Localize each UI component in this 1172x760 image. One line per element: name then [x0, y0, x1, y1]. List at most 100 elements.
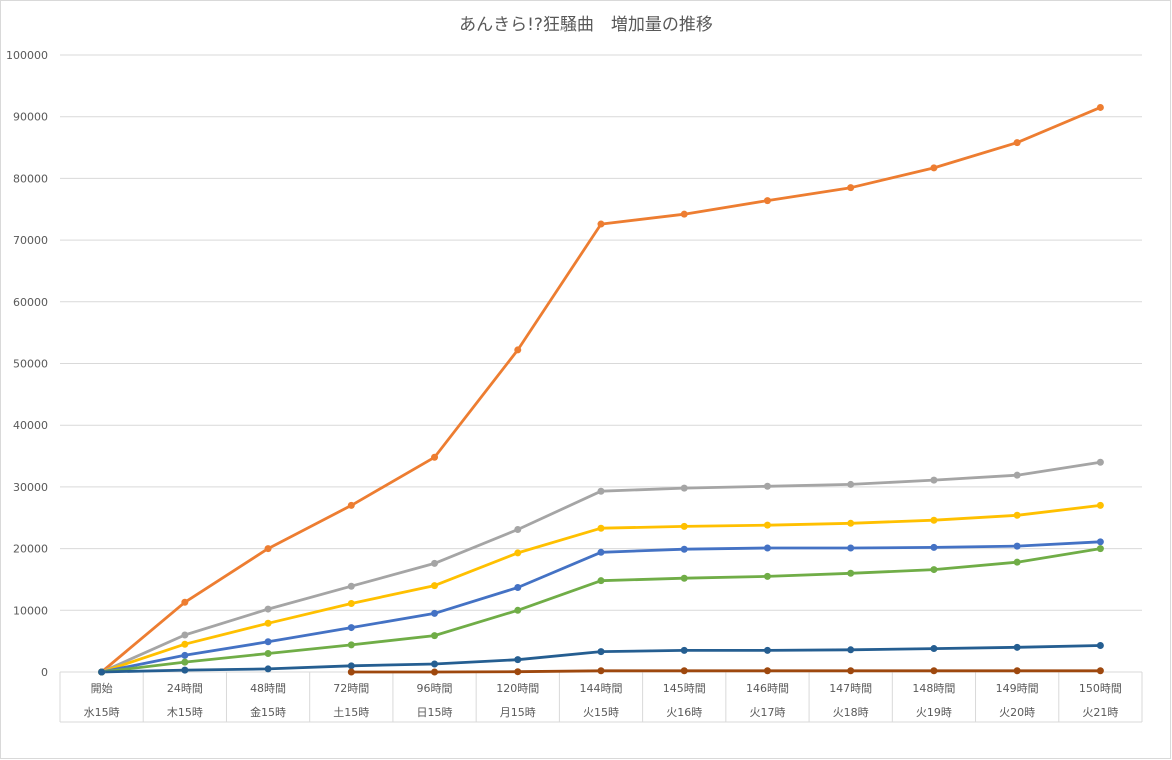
x-tick-label-time: 火20時: [999, 706, 1035, 719]
data-point: [98, 668, 106, 676]
data-point: [930, 645, 938, 653]
x-tick-label-elapsed: 48時間: [250, 682, 286, 695]
data-point: [680, 522, 688, 530]
data-point: [181, 631, 189, 639]
x-tick-label-elapsed: 96時間: [417, 682, 453, 695]
data-point: [680, 667, 688, 675]
data-point: [930, 543, 938, 551]
data-point: [1096, 458, 1104, 466]
data-point: [597, 648, 605, 656]
data-point: [1096, 538, 1104, 546]
data-point: [763, 572, 771, 580]
x-tick-label-time: 火17時: [749, 706, 785, 719]
data-point: [181, 598, 189, 606]
data-point: [181, 658, 189, 666]
data-point: [347, 600, 355, 608]
x-tick-label-time: 火15時: [583, 706, 619, 719]
data-point: [680, 484, 688, 492]
data-point: [181, 651, 189, 659]
y-tick-label: 80000: [13, 172, 48, 185]
x-tick-label-elapsed: 24時間: [167, 682, 203, 695]
y-tick-label: 10000: [13, 604, 48, 617]
data-point: [431, 609, 439, 617]
data-point: [264, 545, 272, 553]
data-point: [680, 545, 688, 553]
data-point: [431, 660, 439, 668]
data-point: [347, 501, 355, 509]
data-point: [1013, 542, 1021, 550]
y-tick-label: 70000: [13, 234, 48, 247]
data-point: [597, 524, 605, 532]
data-point: [431, 632, 439, 640]
data-point: [1096, 103, 1104, 111]
x-tick-label-time: 火16時: [666, 706, 702, 719]
data-point: [1013, 139, 1021, 147]
data-point: [763, 197, 771, 205]
x-tick-label-time: 木15時: [167, 706, 203, 719]
data-point: [847, 667, 855, 675]
data-point: [181, 666, 189, 674]
y-tick-label: 30000: [13, 481, 48, 494]
data-point: [1096, 501, 1104, 509]
x-tick-label-elapsed: 147時間: [829, 682, 872, 695]
x-tick-label-elapsed: 150時間: [1079, 682, 1122, 695]
x-tick-label-elapsed: 145時間: [663, 682, 706, 695]
data-point: [514, 656, 522, 664]
data-point: [763, 646, 771, 654]
data-point: [597, 487, 605, 495]
data-point: [514, 583, 522, 591]
x-tick-label-time: 土15時: [333, 706, 369, 719]
y-axis-labels: 0 10000 20000 30000 40000 50000 60000 70000 8000…: [6, 49, 48, 679]
data-point: [930, 566, 938, 574]
x-tick-label-time: 金15時: [250, 705, 286, 719]
y-tick-label: 60000: [13, 296, 48, 309]
y-tick-label: 50000: [13, 358, 48, 371]
x-tick-label-time: 火18時: [833, 706, 869, 719]
data-point: [347, 668, 355, 676]
data-point: [1096, 641, 1104, 649]
data-point: [763, 482, 771, 490]
data-point: [1013, 511, 1021, 519]
data-point: [264, 638, 272, 646]
x-tick-label-elapsed: 149時間: [996, 682, 1039, 695]
data-point: [514, 549, 522, 557]
data-point: [264, 605, 272, 613]
data-point: [514, 606, 522, 614]
x-tick-label-time: 火19時: [916, 706, 952, 719]
x-tick-label-elapsed: 146時間: [746, 682, 789, 695]
data-point: [347, 662, 355, 670]
data-point: [264, 649, 272, 657]
y-tick-label: 20000: [13, 543, 48, 556]
data-point: [847, 519, 855, 527]
data-point: [680, 574, 688, 582]
data-point: [1096, 545, 1104, 553]
x-tick-label-time: 火21時: [1082, 706, 1118, 719]
data-point: [847, 646, 855, 654]
data-point: [264, 619, 272, 627]
x-tick-label-time: 水15時: [84, 706, 120, 719]
data-point: [1013, 643, 1021, 651]
x-tick-label-elapsed: 120時間: [496, 682, 539, 695]
data-point: [930, 516, 938, 524]
data-point: [930, 667, 938, 675]
data-point: [1013, 667, 1021, 675]
series-lines: [100, 106, 1101, 674]
series-line-6: [351, 669, 1101, 674]
data-point: [847, 544, 855, 552]
data-point: [763, 521, 771, 529]
data-point: [930, 476, 938, 484]
chart-title: あんきら!?狂騒曲 増加量の推移: [459, 15, 713, 35]
series-markers: [98, 103, 1104, 676]
data-point: [1013, 471, 1021, 479]
y-tick-label: 90000: [13, 111, 48, 124]
data-point: [763, 544, 771, 552]
data-point: [680, 210, 688, 218]
data-point: [847, 480, 855, 488]
data-point: [514, 668, 522, 676]
series-line-0: [100, 106, 1101, 674]
data-point: [597, 220, 605, 228]
gridlines: [60, 54, 1142, 673]
data-point: [431, 559, 439, 567]
data-point: [431, 582, 439, 590]
